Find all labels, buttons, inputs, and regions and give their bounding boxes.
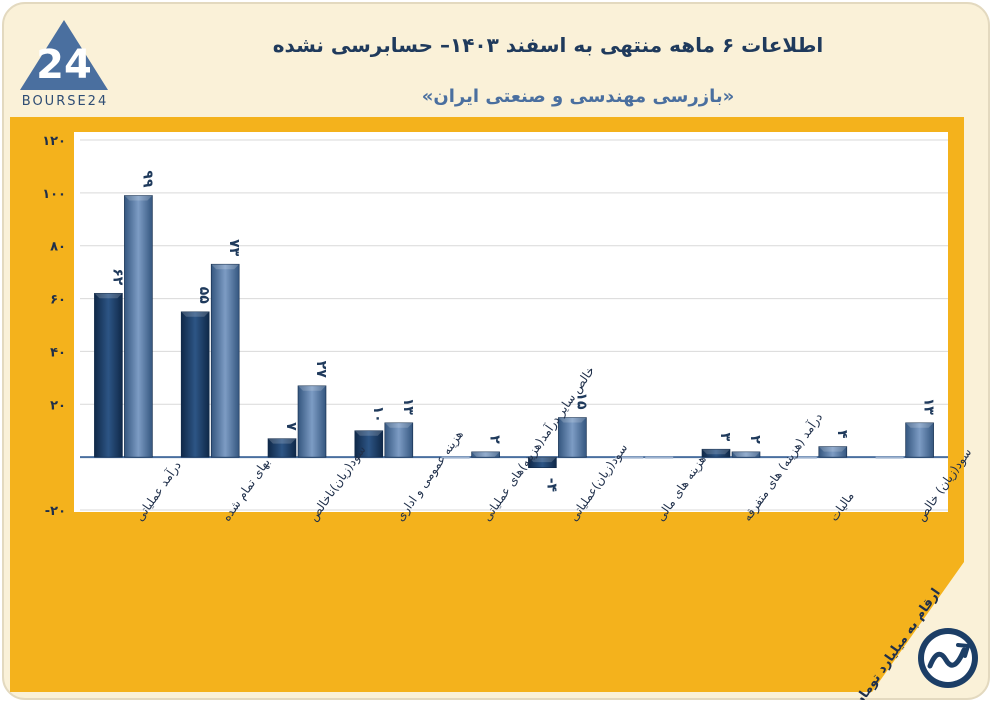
- bar-bevel: [211, 264, 240, 270]
- bar-series-1: [267, 438, 297, 458]
- bar-series-1: [94, 292, 123, 458]
- value-label: ۷۳: [226, 239, 242, 257]
- value-label: ۲۷: [313, 361, 329, 379]
- bar-series-2: [124, 195, 153, 458]
- bar-bevel: [471, 451, 500, 457]
- bar-bevel: [268, 438, 296, 444]
- bar-series-1: [528, 456, 557, 469]
- value-label: ۱۵: [573, 392, 589, 410]
- value-label: ۹۹: [139, 170, 155, 188]
- value-label: -۴: [543, 478, 559, 493]
- value-label: ۷: [283, 422, 299, 431]
- trend-badge-icon: [918, 628, 978, 688]
- bar-series-2: [384, 422, 414, 458]
- bar-bevel: [298, 385, 326, 391]
- logo-numerals: 24: [36, 42, 92, 88]
- bars: [94, 195, 934, 469]
- y-tick-label: -۲۰: [45, 504, 66, 519]
- bar-bevel: [124, 195, 153, 201]
- value-label: ۲: [487, 435, 503, 444]
- y-tick-label: ۸۰: [50, 240, 66, 255]
- value-label: ۶۲: [109, 268, 125, 286]
- bar-bevel: [384, 422, 413, 428]
- logo: 24 BOURSE24: [20, 20, 108, 109]
- chart-subtitle: «بازرسی مهندسی و صنعتی ایران»: [422, 86, 734, 107]
- value-label: ۱۳: [400, 398, 416, 416]
- bar-series-2: [905, 422, 934, 458]
- bar-series-2: [558, 417, 587, 458]
- bar-bevel: [558, 417, 587, 423]
- value-label: ۴: [834, 430, 850, 439]
- y-axis-ticks: -۲۰ ۲۰ ۴۰ ۶۰ ۸۰ ۱۰۰ ۱۲۰: [42, 134, 66, 519]
- bar-bevel: [528, 457, 557, 463]
- bar-bevel: [702, 449, 730, 455]
- y-tick-label: ۲۰: [50, 398, 66, 413]
- bar-bevel: [181, 311, 210, 317]
- logo-wordmark: BOURSE24: [22, 94, 108, 109]
- bar-series-2: [731, 451, 761, 458]
- bar-bevel: [94, 293, 123, 299]
- bar-series-2: [471, 451, 500, 458]
- y-tick-label: ۱۲۰: [42, 134, 66, 149]
- bar-bevel: [905, 422, 934, 428]
- bar-series-1: [180, 311, 210, 458]
- value-label: ۲: [747, 435, 763, 444]
- value-label: ۱۳: [921, 398, 937, 416]
- bar-series-2: [210, 263, 240, 458]
- bar-bevel: [354, 430, 383, 436]
- bar-bevel: [732, 451, 760, 457]
- bar-series-1: [701, 448, 731, 458]
- value-label: ۱۰: [370, 406, 386, 423]
- bar-series-2: [818, 446, 848, 458]
- bar-bevel: [818, 446, 847, 452]
- y-tick-label: ۱۰۰: [42, 187, 66, 202]
- chart-title: اطلاعات ۶ ماهه منتهی به اسفند ۱۴۰۳– حساب…: [273, 33, 824, 57]
- bar-series-2: [297, 385, 327, 458]
- value-label: ۳: [717, 433, 733, 442]
- value-labels: ۶۲ ۹۹ ۵۵ ۷۳ ۷ ۲۷ ۱۰ ۱۳ ۲ -۴ ۱۵ ۳ ۲ ۴ ۱۳: [109, 170, 936, 492]
- logo-triangle: [20, 20, 108, 90]
- bar-series-1: [354, 430, 384, 458]
- y-tick-label: ۶۰: [50, 293, 66, 308]
- value-label: ۵۵: [196, 287, 212, 305]
- y-tick-label: ۴۰: [50, 345, 66, 360]
